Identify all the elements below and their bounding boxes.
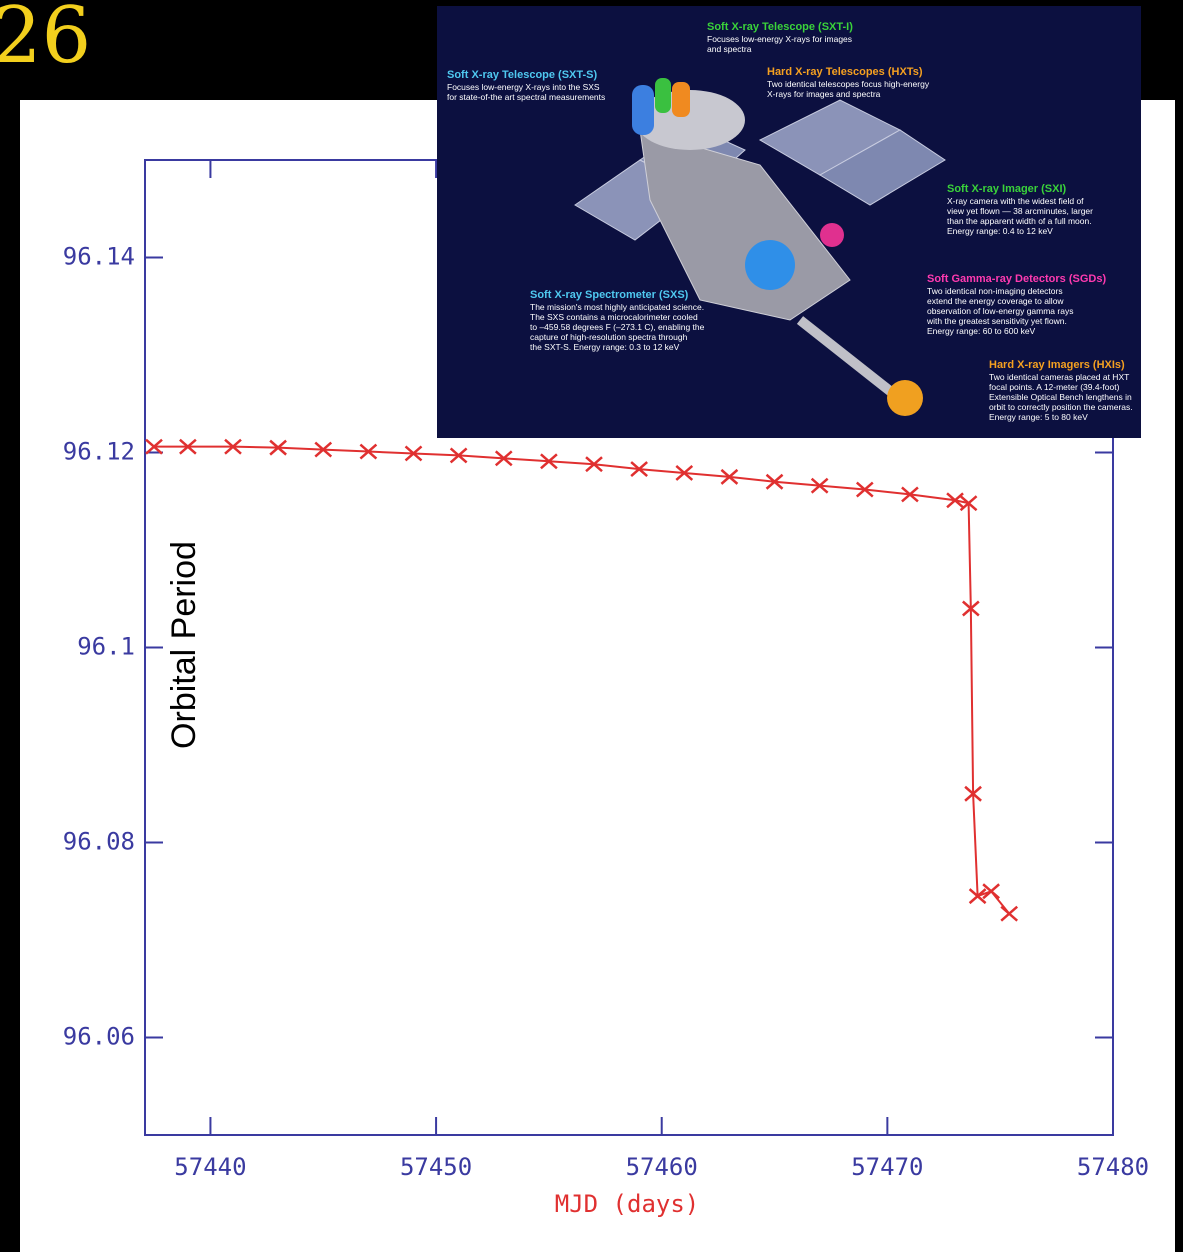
point-marker [404, 445, 423, 462]
point-marker [968, 888, 987, 905]
point-marker [224, 438, 242, 455]
inset-label-text: observation of low-energy gamma rays [927, 306, 1073, 316]
point-marker [449, 447, 468, 464]
telescope [672, 82, 690, 117]
point-marker [959, 495, 978, 512]
telescope [632, 85, 654, 135]
inset-label-title: Soft X-ray Telescope (SXT-S) [447, 69, 598, 81]
x-tick-label: 57470 [851, 1153, 923, 1181]
inset-label-text: and spectra [707, 44, 752, 54]
x-tick-label: 57480 [1077, 1153, 1149, 1181]
point-marker [630, 461, 648, 478]
y-tick-label: 96.1 [77, 633, 135, 661]
inset-label-text: orbit to correctly position the cameras. [989, 402, 1133, 412]
inset-label-text: The mission's most highly anticipated sc… [530, 302, 704, 312]
inset-label-text: X-ray camera with the widest field of [947, 196, 1084, 206]
optical-bench [796, 316, 899, 399]
page-number: 26 [0, 0, 91, 81]
inset-label-text: The SXS contains a microcalorimeter cool… [530, 312, 698, 322]
point-marker [269, 439, 287, 456]
point-marker [765, 473, 784, 490]
point-marker [1000, 905, 1019, 922]
hard-imager [887, 380, 923, 416]
x-axis-label: MJD (days) [555, 1190, 700, 1218]
point-marker [962, 600, 980, 617]
y-tick-label: 96.08 [63, 828, 135, 856]
point-marker [810, 477, 829, 494]
inset-label-text: X-rays for images and spectra [767, 89, 881, 99]
inset-label-text: extend the energy coverage to allow [927, 296, 1064, 306]
inset-label-title: Soft X-ray Imager (SXI) [947, 183, 1067, 195]
y-tick-label: 96.06 [63, 1023, 135, 1051]
y-tick-label: 96.12 [63, 438, 135, 466]
point-marker [720, 468, 739, 485]
point-marker [145, 438, 163, 455]
spectrometer [745, 240, 795, 290]
x-tick-label: 57450 [400, 1153, 472, 1181]
solar-panel [819, 129, 946, 206]
telescope [655, 78, 671, 113]
point-marker [901, 486, 919, 503]
inset-label-text: Focuses low-energy X-rays into the SXS [447, 82, 600, 92]
inset-label-text: for state-of-the art spectral measuremen… [447, 92, 605, 102]
gamma-detector [820, 223, 844, 247]
spacecraft-body [639, 129, 851, 321]
inset-label-title: Hard X-ray Imagers (HXIs) [989, 359, 1125, 371]
inset-label-text: Energy range: 0.4 to 12 keV [947, 226, 1053, 236]
inset-labels: Soft X-ray Telescope (SXT-I)Focuses low-… [447, 21, 1133, 422]
point-marker [179, 438, 197, 455]
x-tick-label: 57440 [174, 1153, 246, 1181]
inset-label-text: Two identical telescopes focus high-ener… [767, 79, 930, 89]
inset-label-text: Focuses low-energy X-rays for images [707, 34, 852, 44]
point-marker [359, 443, 378, 460]
y-axis-label: Orbital Period [165, 541, 203, 749]
inset-label-text: capture of high-resolution spectra throu… [530, 332, 688, 342]
point-marker [675, 465, 694, 481]
inset-label-text: focal points. A 12-meter (39.4-foot) [989, 382, 1120, 392]
inset-label-title: Soft Gamma-ray Detectors (SGDs) [927, 273, 1106, 285]
point-marker [946, 492, 964, 509]
point-marker [494, 450, 513, 467]
inset-label-title: Soft X-ray Telescope (SXT-I) [707, 21, 853, 33]
inset-diagram: Soft X-ray Telescope (SXT-I)Focuses low-… [437, 6, 1141, 438]
inset-label-text: Two identical non-imaging detectors [927, 286, 1063, 296]
point-marker [314, 441, 333, 458]
y-tick-label: 96.14 [63, 243, 135, 271]
inset-label-text: to –459.58 degrees F (–273.1 C), enablin… [530, 322, 705, 332]
inset-label-text: Energy range: 60 to 600 keV [927, 326, 1036, 336]
point-marker [982, 883, 1000, 900]
point-marker [585, 456, 603, 473]
inset-label-text: Energy range: 5 to 80 keV [989, 412, 1088, 422]
inset-label-text: with the greatest sensitivity yet flown. [926, 316, 1067, 326]
point-marker [964, 785, 982, 802]
inset-label-text: than the apparent width of a full moon. [947, 216, 1092, 226]
inset-label-text: Extensible Optical Bench lengthens in [989, 392, 1132, 402]
point-marker [540, 453, 558, 470]
inset-label-text: view yet flown — 38 arcminutes, larger [947, 206, 1093, 216]
point-marker [855, 481, 874, 498]
inset-label-text: the SXT-S. Energy range: 0.3 to 12 keV [530, 342, 680, 352]
plot: 57440 57450 57460 57470 57480 96.06 96.08 96.1 9… [63, 160, 1149, 1181]
inset-label-title: Soft X-ray Spectrometer (SXS) [530, 289, 689, 301]
x-tick-label: 57460 [626, 1153, 698, 1181]
inset-label-title: Hard X-ray Telescopes (HXTs) [767, 66, 923, 78]
inset-label-text: Two identical cameras placed at HXT [989, 372, 1129, 382]
